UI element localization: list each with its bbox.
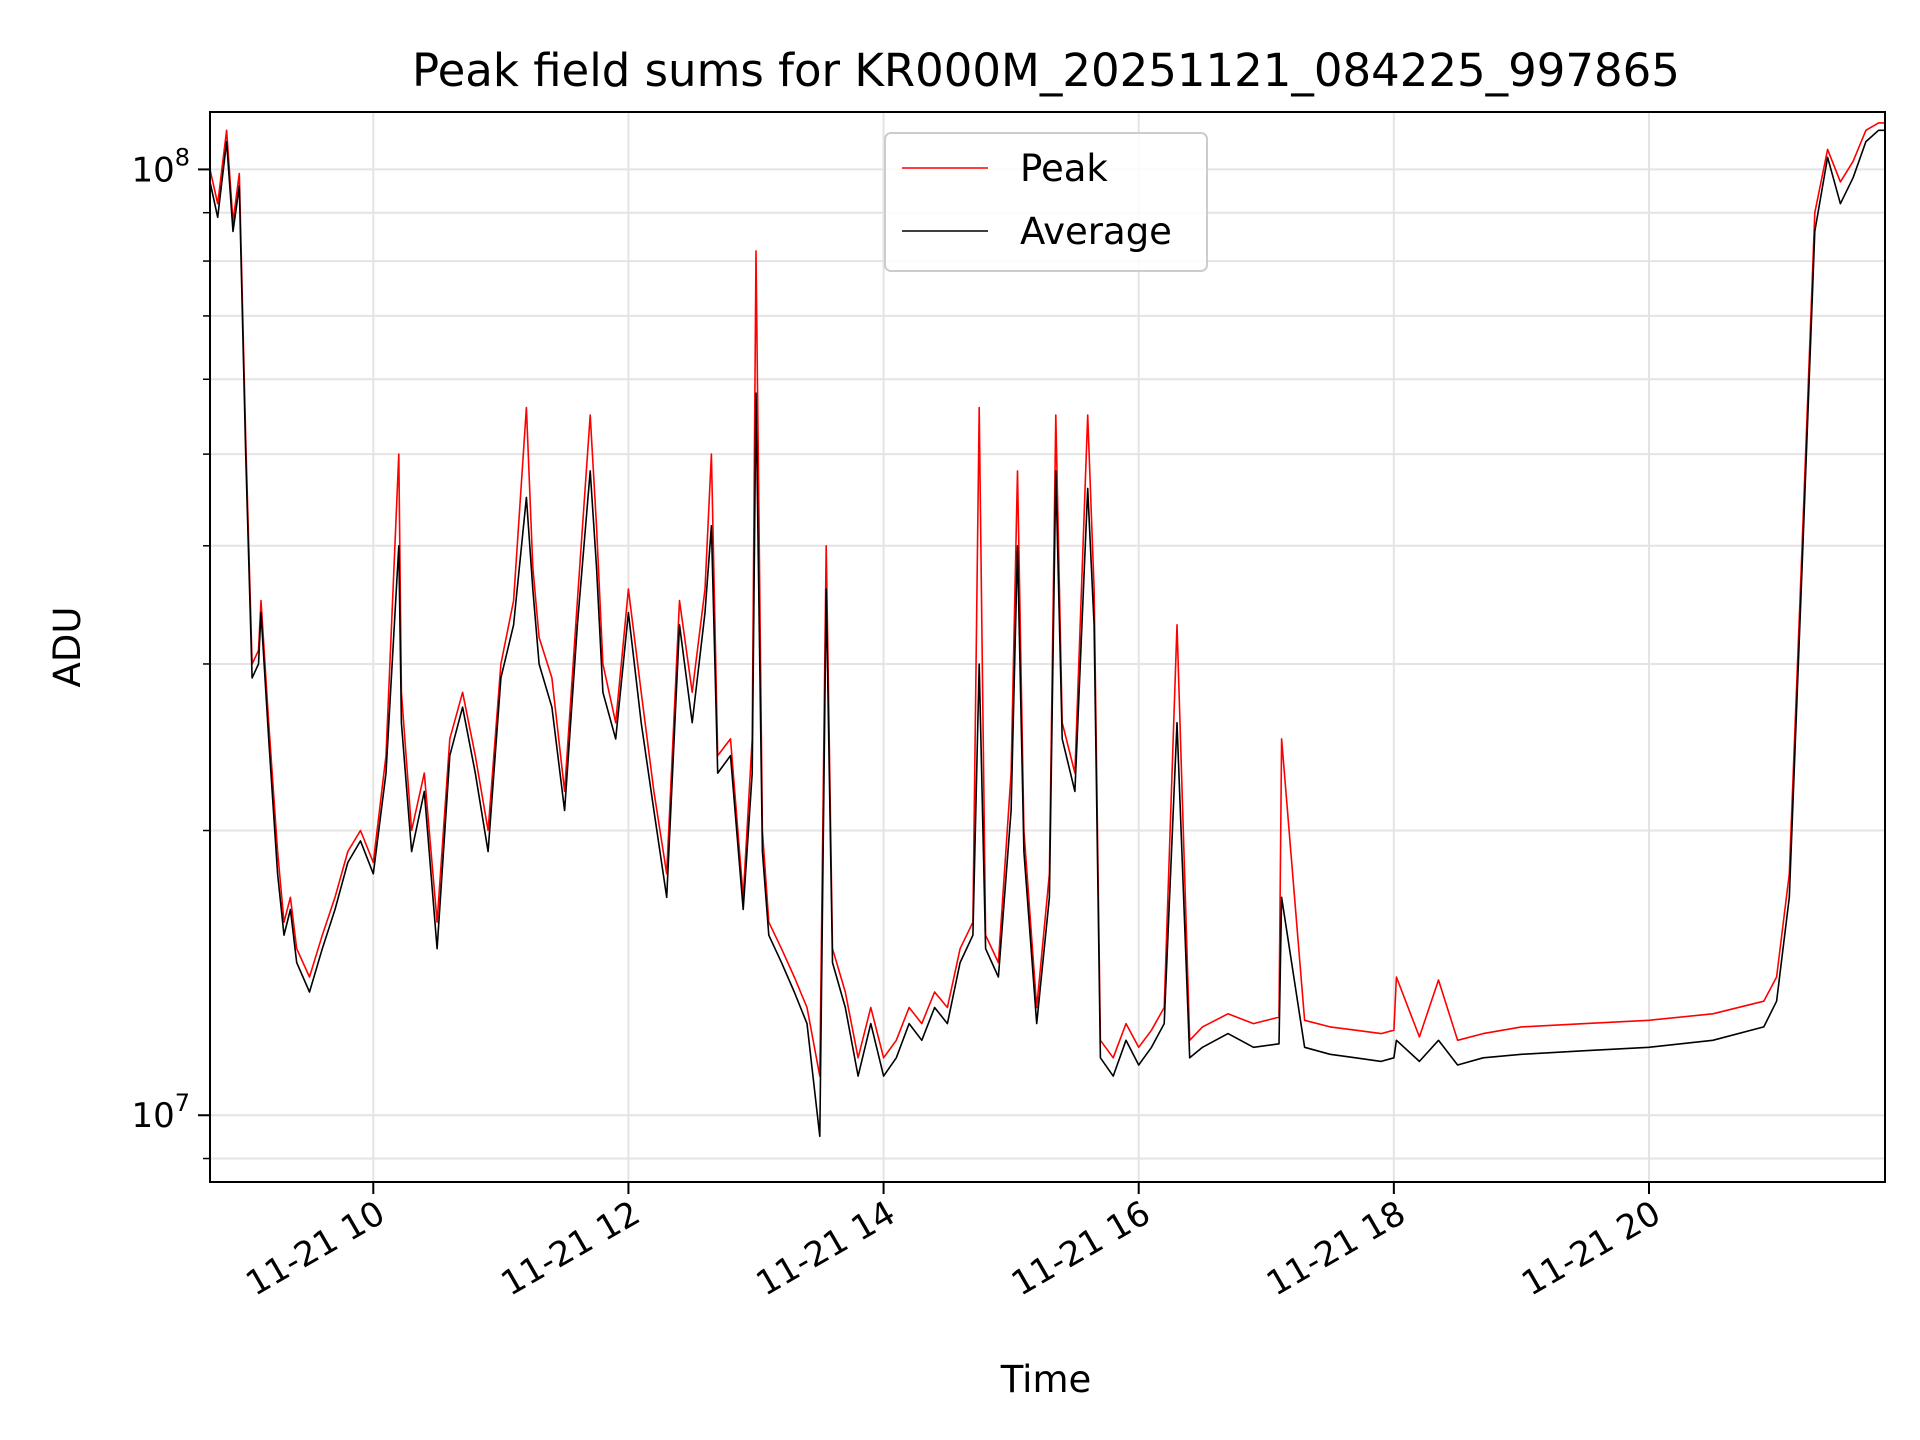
legend-label-peak: Peak xyxy=(1020,147,1108,190)
legend-label-average: Average xyxy=(1020,210,1172,253)
chart-title: Peak field sums for KR000M_20251121_0842… xyxy=(412,44,1680,97)
y-tick-label: 108 xyxy=(131,143,190,190)
plot-frame xyxy=(209,111,1886,1183)
y-tick-label: 107 xyxy=(131,1089,190,1136)
series-line-average xyxy=(209,129,1885,1138)
y-axis: 107 108 xyxy=(131,143,210,1160)
legend: Peak Average xyxy=(884,132,1208,272)
x-axis-label: Time xyxy=(1000,1358,1092,1401)
plot-area xyxy=(209,122,1885,1138)
y-axis-label: ADU xyxy=(46,607,89,688)
